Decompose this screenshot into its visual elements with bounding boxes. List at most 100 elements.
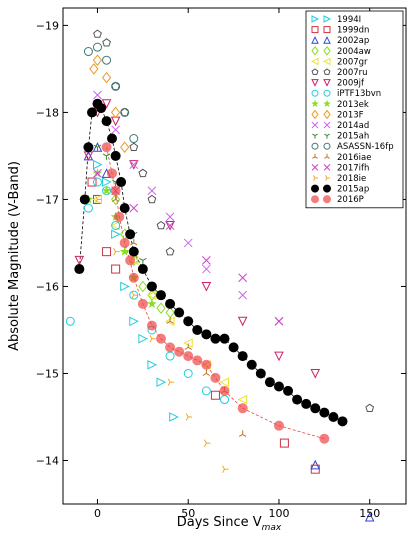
- data-point-2016P-6: [128, 272, 139, 283]
- data-point-2014ad-4: [165, 212, 175, 222]
- data-point-2002ap-4: [364, 511, 375, 522]
- data-point-2016P-9: [156, 333, 166, 344]
- data-point-2015ap-29: [283, 385, 294, 396]
- legend-marker-2018ie: [313, 175, 318, 181]
- data-point-2015ap-25: [246, 359, 257, 370]
- data-point-2018ie-0: [95, 195, 102, 204]
- data-point-2016P-7: [137, 298, 148, 309]
- data-point-2014ad-5: [183, 238, 193, 248]
- data-point-ASASSN-16fp-1: [92, 42, 102, 52]
- legend-marker-2015ah: [312, 133, 318, 139]
- data-point-iPTF13bvn-8: [165, 351, 175, 361]
- data-point-2015ap-32: [310, 403, 321, 414]
- data-point-2007ru-3: [120, 107, 130, 117]
- y-tick-label: −17: [36, 193, 59, 206]
- data-point-2018ie-5: [185, 413, 193, 421]
- legend-entry-2015ah: 2015ah: [337, 132, 369, 142]
- plot-layer: [65, 29, 375, 522]
- data-point-2015ap-5: [96, 103, 107, 114]
- data-point-1994I-7: [156, 377, 167, 387]
- x-tick-label: 100: [268, 507, 289, 520]
- legend-marker-1999dn: [311, 26, 319, 34]
- data-point-2013F-2: [101, 71, 112, 84]
- data-point-2016P-2: [110, 185, 121, 196]
- data-point-2007gr-3: [146, 290, 157, 300]
- data-point-2016iae-5: [202, 369, 211, 376]
- legend-marker2-2015ah: [324, 133, 330, 139]
- legend-marker-2002ap: [311, 36, 319, 44]
- data-point-2014ad-6: [202, 264, 211, 274]
- data-point-1999dn-0: [87, 177, 97, 187]
- data-point-2004aw-5: [156, 302, 166, 315]
- data-point-2007ru-9: [365, 403, 375, 412]
- data-point-2013F-3: [110, 106, 121, 119]
- data-point-2016P-4: [119, 237, 130, 248]
- legend-marker2-1999dn: [323, 26, 331, 34]
- data-point-2015ap-2: [83, 142, 94, 153]
- data-point-2009jf-7: [201, 281, 212, 292]
- data-point-iPTF13bvn-11: [220, 395, 230, 405]
- data-point-2015ap-26: [255, 368, 266, 379]
- data-point-2015ap-19: [192, 324, 203, 335]
- legend-marker2-2007ru: [323, 68, 331, 75]
- data-point-2015ap-23: [228, 342, 239, 353]
- legend-marker-2014ad: [311, 121, 319, 129]
- data-point-2015ap-6: [101, 116, 112, 127]
- data-point-2015ap-28: [273, 381, 284, 392]
- y-tick-label: −19: [36, 19, 59, 32]
- x-tick-label: 150: [359, 507, 380, 520]
- legend-marker2-iPTF13bvn: [323, 89, 331, 97]
- data-point-2017ifh-0: [93, 168, 102, 178]
- data-point-iPTF13bvn-10: [201, 386, 211, 396]
- data-point-1999dn-2: [102, 247, 112, 257]
- legend-marker2-2007gr: [322, 57, 331, 66]
- data-point-2016iae-3: [166, 317, 174, 324]
- data-point-2016P-18: [273, 420, 284, 431]
- data-point-2007ru-7: [156, 220, 166, 230]
- data-point-ASASSN-16fp-2: [102, 55, 112, 65]
- data-point-2015ah-0: [93, 144, 102, 152]
- legend-marker2-2013ek: [322, 99, 332, 108]
- data-point-2015ap-11: [125, 229, 136, 240]
- data-point-2015ap-14: [146, 281, 157, 292]
- data-point-2017ifh-2: [129, 203, 139, 213]
- data-point-2009jf-4: [110, 116, 121, 127]
- data-point-2016P-11: [174, 346, 185, 357]
- legend-entry-2018ie: 2018ie: [337, 174, 366, 184]
- legend-marker-2016iae: [312, 153, 318, 159]
- data-point-iPTF13bvn-0: [65, 316, 75, 326]
- data-point-2015ap-7: [107, 133, 117, 144]
- legend-entry-2017ifh: 2017ifh: [337, 163, 369, 173]
- legend-marker2-2002ap: [323, 36, 331, 44]
- data-point-2009jf-3: [101, 99, 112, 109]
- data-point-2009jf-8: [237, 316, 248, 327]
- data-point-2007ru-5: [138, 168, 148, 178]
- data-point-2017ifh-6: [274, 316, 284, 326]
- legend-marker2-ASASSN-16fp: [323, 142, 331, 150]
- data-point-2015ap-18: [183, 316, 194, 327]
- data-point-1999dn-5: [279, 438, 289, 448]
- legend-marker-2013ek: [310, 99, 320, 108]
- data-point-1994I-4: [129, 316, 139, 327]
- legend-entry-2013F: 2013F: [337, 110, 364, 120]
- data-point-2007ru-4: [129, 142, 139, 151]
- legend: 1994I1999dn2002ap2004aw2007gr2007ru2009j…: [305, 10, 404, 209]
- data-point-2009jf-1: [83, 151, 94, 162]
- legend-entry-2009jf: 2009jf: [337, 79, 365, 89]
- data-point-2015ap-34: [328, 411, 339, 422]
- legend-entry-2002ap: 2002ap: [337, 36, 369, 46]
- legend-entry-2016P: 2016P: [337, 195, 364, 205]
- data-point-2018ie-4: [167, 378, 175, 386]
- data-point-2002ap-0: [83, 150, 94, 161]
- data-point-2013F-1: [92, 54, 103, 67]
- data-point-2016iae-4: [184, 343, 192, 350]
- data-point-2016P-0: [101, 142, 112, 153]
- data-point-2009jf-5: [128, 160, 139, 170]
- series-line-2016P: [106, 147, 325, 440]
- data-point-2018ie-7: [222, 465, 229, 473]
- legend-marker2-2016P: [323, 195, 331, 204]
- y-tick-label: −18: [36, 106, 59, 119]
- data-point-2004aw-0: [110, 193, 121, 206]
- legend-marker-2007gr: [310, 57, 319, 66]
- data-point-2007ru-1: [102, 38, 111, 47]
